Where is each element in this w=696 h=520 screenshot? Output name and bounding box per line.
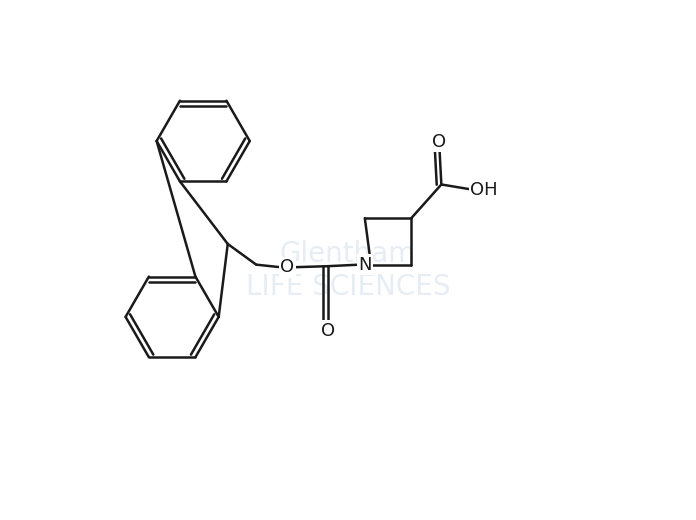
Text: O: O — [320, 322, 335, 340]
Text: N: N — [358, 256, 372, 274]
Text: OH: OH — [470, 180, 498, 199]
Text: O: O — [280, 258, 294, 276]
Text: Glentham
LIFE SCIENCES: Glentham LIFE SCIENCES — [246, 240, 450, 301]
Text: O: O — [432, 133, 446, 151]
